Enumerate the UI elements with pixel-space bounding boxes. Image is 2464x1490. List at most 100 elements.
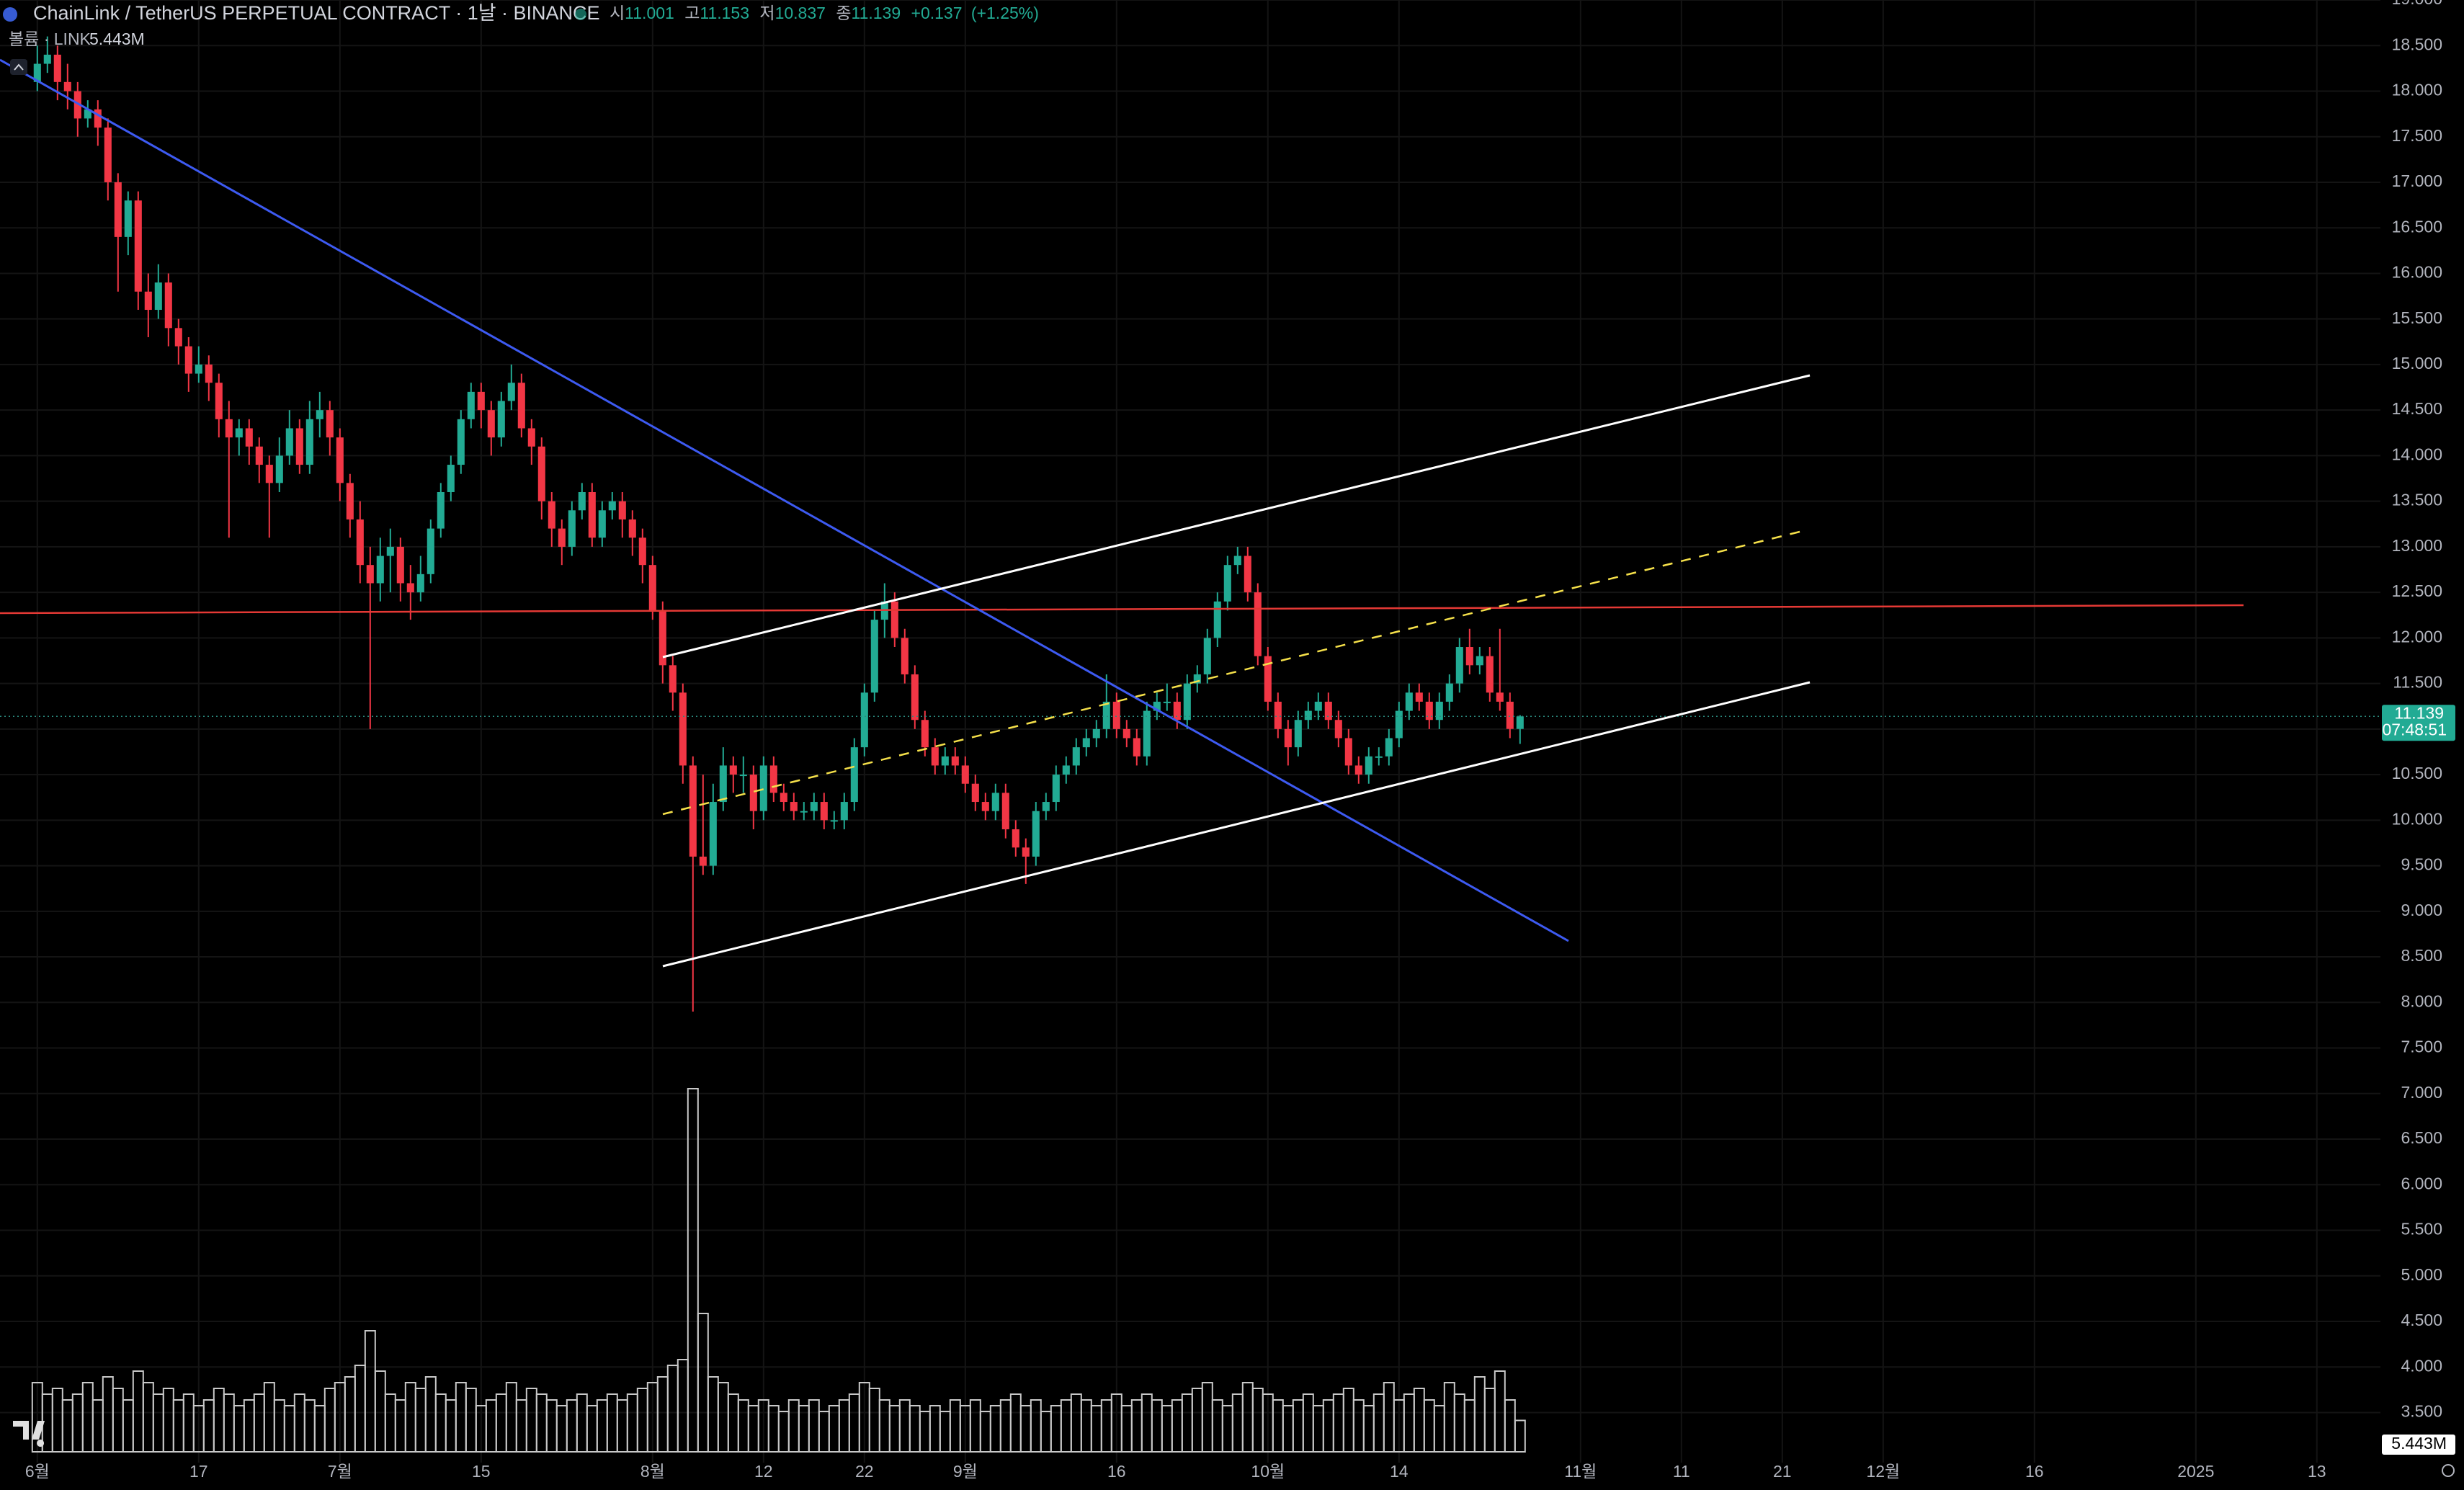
candle-body (215, 383, 223, 419)
candle-body (1415, 692, 1423, 702)
y-tick-label: 19.000 (2392, 0, 2442, 8)
candle-body (1516, 716, 1524, 729)
candle-body (1254, 592, 1262, 656)
candle-body (537, 446, 545, 501)
candle-body (33, 63, 41, 82)
channel-lower[interactable] (662, 681, 1811, 968)
x-tick-label: 12 (754, 1462, 773, 1481)
candle-body (598, 510, 606, 538)
candle-body (275, 455, 283, 483)
candle-body (265, 465, 273, 483)
collapse-icon (14, 63, 24, 71)
open-value: 11.001 (625, 4, 674, 22)
high-value: 11.153 (700, 4, 749, 22)
candle-body (316, 410, 323, 419)
y-tick-label: 13.500 (2392, 491, 2442, 509)
y-tick-label: 8.500 (2401, 946, 2442, 965)
candle-body (1143, 710, 1151, 757)
x-tick-label: 16 (2025, 1462, 2044, 1481)
candle-body (1445, 683, 1453, 702)
candle-body (467, 391, 475, 419)
y-tick-label: 6.500 (2401, 1128, 2442, 1147)
candle-body (810, 802, 818, 811)
candle-body (1052, 775, 1060, 803)
y-tick-label: 16.500 (2392, 217, 2442, 236)
trend-line[interactable] (0, 58, 1569, 942)
candle-body (457, 419, 465, 465)
collapse-button[interactable] (10, 59, 27, 75)
candle-body (1375, 756, 1383, 758)
volume-bar (687, 1088, 699, 1453)
x-tick-label: 14 (1390, 1462, 1409, 1481)
candle-body (366, 565, 374, 584)
y-tick-label: 13.000 (2392, 536, 2442, 555)
candle-body (638, 537, 646, 566)
drawings (0, 58, 2244, 968)
candle-body (790, 802, 798, 811)
candle-body (971, 783, 979, 803)
channel-mid[interactable] (662, 530, 1803, 816)
x-tick-label: 10월 (1251, 1462, 1285, 1481)
candle-body (1314, 701, 1322, 711)
y-tick-label: 5.000 (2401, 1265, 2442, 1284)
candle-body (1062, 765, 1070, 775)
symbol-logo (3, 7, 17, 22)
candle-body (1163, 701, 1171, 703)
y-tick-label: 18.500 (2392, 35, 2442, 53)
grid (0, 0, 2380, 1463)
candle-body (921, 720, 929, 748)
candle-body (911, 674, 919, 721)
candle-body (447, 465, 455, 492)
candle-body (729, 765, 737, 775)
candle-body (901, 638, 909, 674)
volume-value-box (2382, 1435, 2455, 1455)
logo-mark (13, 1421, 45, 1447)
ohlc-legend: 시11.001 고11.153 저10.837 종11.139 +0.137 (… (610, 4, 1039, 22)
time-axis-bg (0, 1463, 2380, 1490)
axes: 19.000 18.500 18.000 17.500 17.000 16.500 16.0… (2382, 0, 2455, 1455)
candle-body (1365, 756, 1372, 775)
y-tick-label: 7.500 (2401, 1038, 2442, 1056)
candle-body (780, 793, 787, 803)
volume-title: 볼륨 · LINK (9, 30, 91, 48)
y-tick-label: 15.000 (2392, 354, 2442, 372)
candle-body (669, 665, 677, 693)
horizontal-line[interactable] (0, 604, 2244, 615)
candle-body (1455, 647, 1463, 684)
y-tick-label: 14.500 (2392, 399, 2442, 418)
tv-logo (13, 1421, 45, 1447)
candle-body (406, 583, 414, 593)
candle-body (890, 601, 898, 638)
candle-body (1486, 656, 1494, 693)
candle-body (497, 401, 505, 438)
candle-body (184, 346, 192, 374)
symbol-title[interactable]: ChainLink / TetherUS PERPETUAL CONTRACT … (33, 2, 600, 24)
candle-body (820, 802, 828, 821)
candle-body (124, 200, 132, 237)
candle-body (114, 182, 122, 237)
candle-body (1465, 647, 1473, 666)
candle-body (1153, 701, 1161, 711)
candle-body (1496, 692, 1504, 702)
candle-body (860, 692, 868, 748)
settings-icon[interactable] (2442, 1464, 2455, 1477)
x-tick-label: 11 (1673, 1462, 1690, 1481)
channel-upper[interactable] (662, 374, 1811, 659)
y-tick-label: 18.000 (2392, 81, 2442, 99)
candle-body (749, 775, 757, 811)
candle-body (548, 501, 555, 529)
x-tick-label: 15 (472, 1462, 491, 1481)
candle-body (1203, 638, 1211, 674)
candle-body (1506, 701, 1514, 729)
candle-body (830, 820, 838, 822)
candle-body (376, 556, 384, 584)
candle-body (73, 91, 81, 119)
candle-body (1294, 720, 1302, 748)
candle-body (53, 54, 61, 82)
candle-body (699, 856, 707, 866)
candle-body (1264, 656, 1272, 702)
candle-body (739, 775, 747, 777)
candle-body (1072, 747, 1080, 766)
